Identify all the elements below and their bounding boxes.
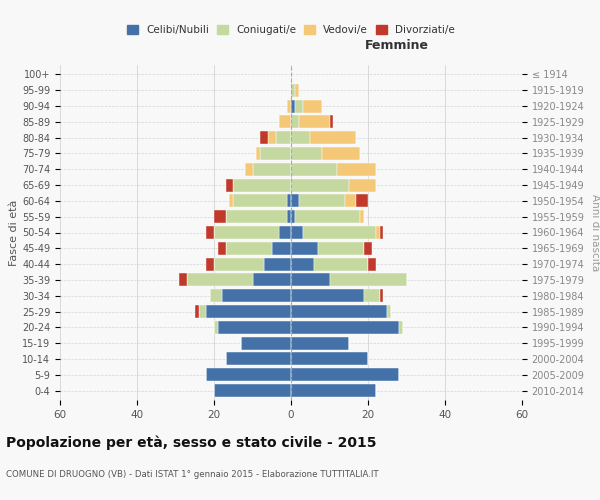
Bar (291, 289, 364, 302)
Bar (260, 131, 268, 144)
Bar (210, 289, 222, 302)
Bar (226, 352, 291, 366)
Y-axis label: Fasce di età: Fasce di età (9, 200, 19, 266)
Bar (291, 210, 295, 223)
Bar (206, 258, 214, 270)
Bar (226, 178, 233, 192)
Bar (356, 194, 368, 207)
Bar (260, 147, 291, 160)
Bar (195, 305, 199, 318)
Bar (214, 384, 291, 397)
Bar (291, 305, 387, 318)
Bar (291, 163, 337, 176)
Bar (399, 321, 403, 334)
Bar (291, 84, 295, 97)
Bar (280, 226, 291, 239)
Bar (302, 100, 322, 112)
Y-axis label: Anni di nascita: Anni di nascita (590, 194, 600, 271)
Bar (329, 116, 334, 128)
Bar (299, 116, 329, 128)
Bar (199, 305, 206, 318)
Bar (314, 258, 368, 270)
Bar (264, 258, 291, 270)
Bar (229, 194, 233, 207)
Bar (222, 289, 291, 302)
Bar (214, 210, 226, 223)
Legend: Celibi/Nubili, Coniugati/e, Vedovi/e, Divorziati/e: Celibi/Nubili, Coniugati/e, Vedovi/e, Di… (125, 24, 457, 38)
Bar (233, 194, 287, 207)
Bar (291, 336, 349, 349)
Bar (253, 163, 291, 176)
Bar (218, 242, 226, 255)
Bar (214, 226, 280, 239)
Bar (287, 194, 291, 207)
Bar (291, 274, 329, 286)
Bar (299, 194, 345, 207)
Bar (256, 147, 260, 160)
Bar (206, 226, 214, 239)
Bar (214, 321, 218, 334)
Bar (380, 289, 383, 302)
Bar (322, 147, 360, 160)
Bar (295, 100, 302, 112)
Text: Popolazione per età, sesso e stato civile - 2015: Popolazione per età, sesso e stato civil… (6, 435, 377, 450)
Text: Femmine: Femmine (365, 38, 429, 52)
Bar (179, 274, 187, 286)
Bar (226, 210, 287, 223)
Bar (291, 178, 349, 192)
Bar (291, 116, 299, 128)
Bar (345, 194, 356, 207)
Bar (287, 210, 291, 223)
Bar (349, 178, 376, 192)
Bar (291, 242, 318, 255)
Bar (360, 210, 364, 223)
Bar (291, 384, 376, 397)
Bar (214, 258, 264, 270)
Bar (387, 305, 391, 318)
Bar (368, 258, 376, 270)
Bar (291, 131, 310, 144)
Bar (245, 163, 253, 176)
Bar (206, 368, 291, 381)
Bar (233, 178, 291, 192)
Bar (272, 242, 291, 255)
Bar (329, 274, 407, 286)
Bar (268, 131, 275, 144)
Bar (364, 289, 380, 302)
Bar (291, 226, 302, 239)
Text: COMUNE DI DRUOGNO (VB) - Dati ISTAT 1° gennaio 2015 - Elaborazione TUTTITALIA.IT: COMUNE DI DRUOGNO (VB) - Dati ISTAT 1° g… (6, 470, 379, 479)
Bar (318, 242, 364, 255)
Bar (291, 194, 299, 207)
Bar (291, 258, 314, 270)
Bar (380, 226, 383, 239)
Bar (241, 336, 291, 349)
Bar (291, 147, 322, 160)
Bar (291, 352, 368, 366)
Bar (291, 321, 399, 334)
Bar (206, 305, 291, 318)
Bar (287, 100, 291, 112)
Bar (364, 242, 372, 255)
Bar (275, 131, 291, 144)
Bar (226, 242, 272, 255)
Bar (295, 210, 360, 223)
Bar (310, 131, 356, 144)
Bar (253, 274, 291, 286)
Bar (337, 163, 376, 176)
Bar (376, 226, 380, 239)
Bar (291, 100, 295, 112)
Bar (302, 226, 376, 239)
Bar (291, 368, 399, 381)
Bar (218, 321, 291, 334)
Bar (280, 116, 291, 128)
Bar (295, 84, 299, 97)
Bar (187, 274, 253, 286)
